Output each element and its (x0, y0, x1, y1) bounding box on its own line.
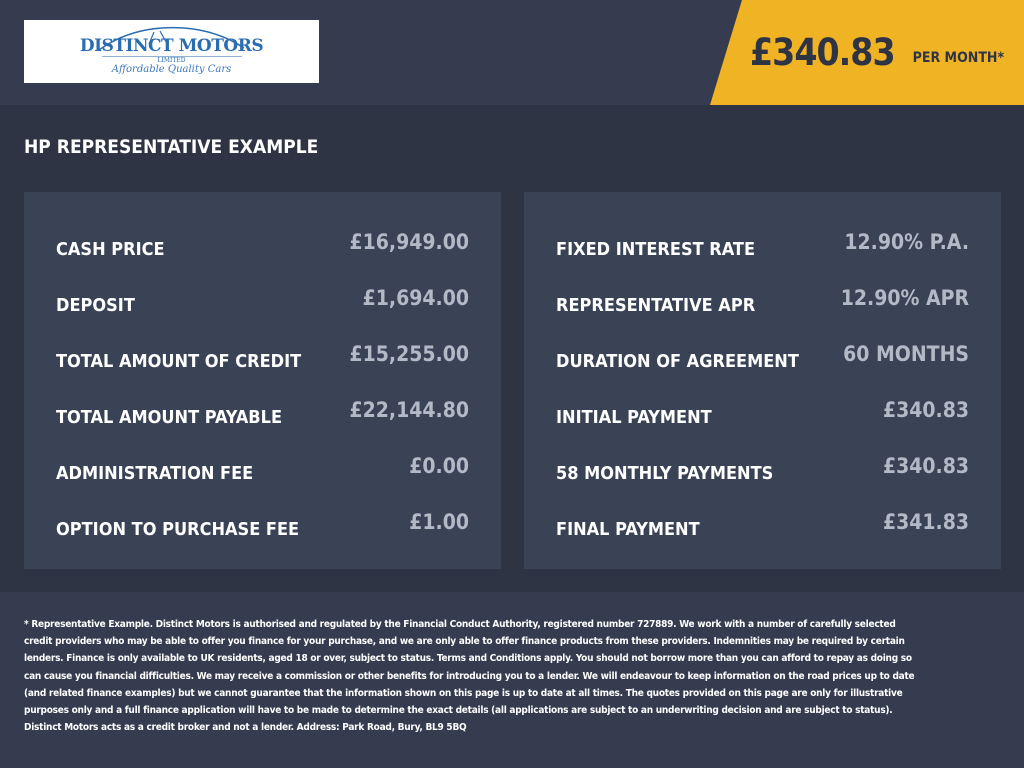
row-value: 12.90% P.A. (844, 230, 969, 254)
row-label: REPRESENTATIVE APR (556, 294, 756, 316)
row-label: ADMINISTRATION FEE (56, 462, 254, 484)
finance-row: FINAL PAYMENT £341.83 (556, 498, 969, 554)
dealer-logo: DISTINCT MOTORS LIMITED Affordable Quali… (24, 20, 319, 83)
row-value: £16,949.00 (349, 230, 469, 254)
logo-name: DISTINCT MOTORS (79, 36, 264, 56)
monthly-price-banner: £340.83 PER MONTH* (710, 0, 1024, 105)
row-label: OPTION TO PURCHASE FEE (56, 518, 300, 540)
car-outline-icon (98, 26, 245, 51)
row-value: £22,144.80 (349, 398, 469, 422)
finance-row: OPTION TO PURCHASE FEE £1.00 (56, 498, 469, 554)
row-value: £1.00 (409, 510, 469, 534)
finance-panel-left: CASH PRICE £16,949.00 DEPOSIT £1,694.00 TO… (24, 192, 501, 569)
section-title: HP REPRESENTATIVE EXAMPLE (24, 136, 319, 158)
row-label: DURATION OF AGREEMENT (556, 350, 799, 372)
finance-row: TOTAL AMOUNT PAYABLE £22,144.80 (56, 386, 469, 442)
finance-row: FIXED INTEREST RATE 12.90% P.A. (556, 218, 969, 274)
row-label: DEPOSIT (56, 294, 135, 316)
finance-row: DURATION OF AGREEMENT 60 MONTHS (556, 330, 969, 386)
row-label: INITIAL PAYMENT (556, 406, 712, 428)
finance-row: ADMINISTRATION FEE £0.00 (56, 442, 469, 498)
row-label: 58 MONTHLY PAYMENTS (556, 462, 774, 484)
finance-row: 58 MONTHLY PAYMENTS £340.83 (556, 442, 969, 498)
disclaimer-text: * Representative Example. Distinct Motor… (24, 619, 915, 734)
row-value: £340.83 (882, 454, 969, 478)
row-value: 60 MONTHS (843, 342, 969, 366)
row-label: TOTAL AMOUNT PAYABLE (56, 406, 283, 428)
finance-panel-right: FIXED INTEREST RATE 12.90% P.A. REPRESENT… (524, 192, 1001, 569)
finance-row: REPRESENTATIVE APR 12.90% APR (556, 274, 969, 330)
finance-row: INITIAL PAYMENT £340.83 (556, 386, 969, 442)
monthly-price: £340.83 (750, 31, 896, 74)
row-value: £340.83 (882, 398, 969, 422)
row-label: CASH PRICE (56, 238, 165, 260)
finance-row: TOTAL AMOUNT OF CREDIT £15,255.00 (56, 330, 469, 386)
row-label: FIXED INTEREST RATE (556, 238, 756, 260)
logo-tagline: Affordable Quality Cars (111, 64, 232, 75)
per-month-label: PER MONTH* (912, 49, 1005, 66)
row-label: TOTAL AMOUNT OF CREDIT (56, 350, 302, 372)
finance-row: DEPOSIT £1,694.00 (56, 274, 469, 330)
row-value: £15,255.00 (349, 342, 469, 366)
footer: * Representative Example. Distinct Motor… (0, 592, 1024, 768)
header: DISTINCT MOTORS LIMITED Affordable Quali… (0, 0, 1024, 105)
row-value: £0.00 (409, 454, 469, 478)
logo-suffix: LIMITED (101, 56, 242, 64)
row-value: £1,694.00 (362, 286, 469, 310)
finance-row: CASH PRICE £16,949.00 (56, 218, 469, 274)
row-value: £341.83 (882, 510, 969, 534)
row-label: FINAL PAYMENT (556, 518, 700, 540)
row-value: 12.90% APR (840, 286, 969, 310)
